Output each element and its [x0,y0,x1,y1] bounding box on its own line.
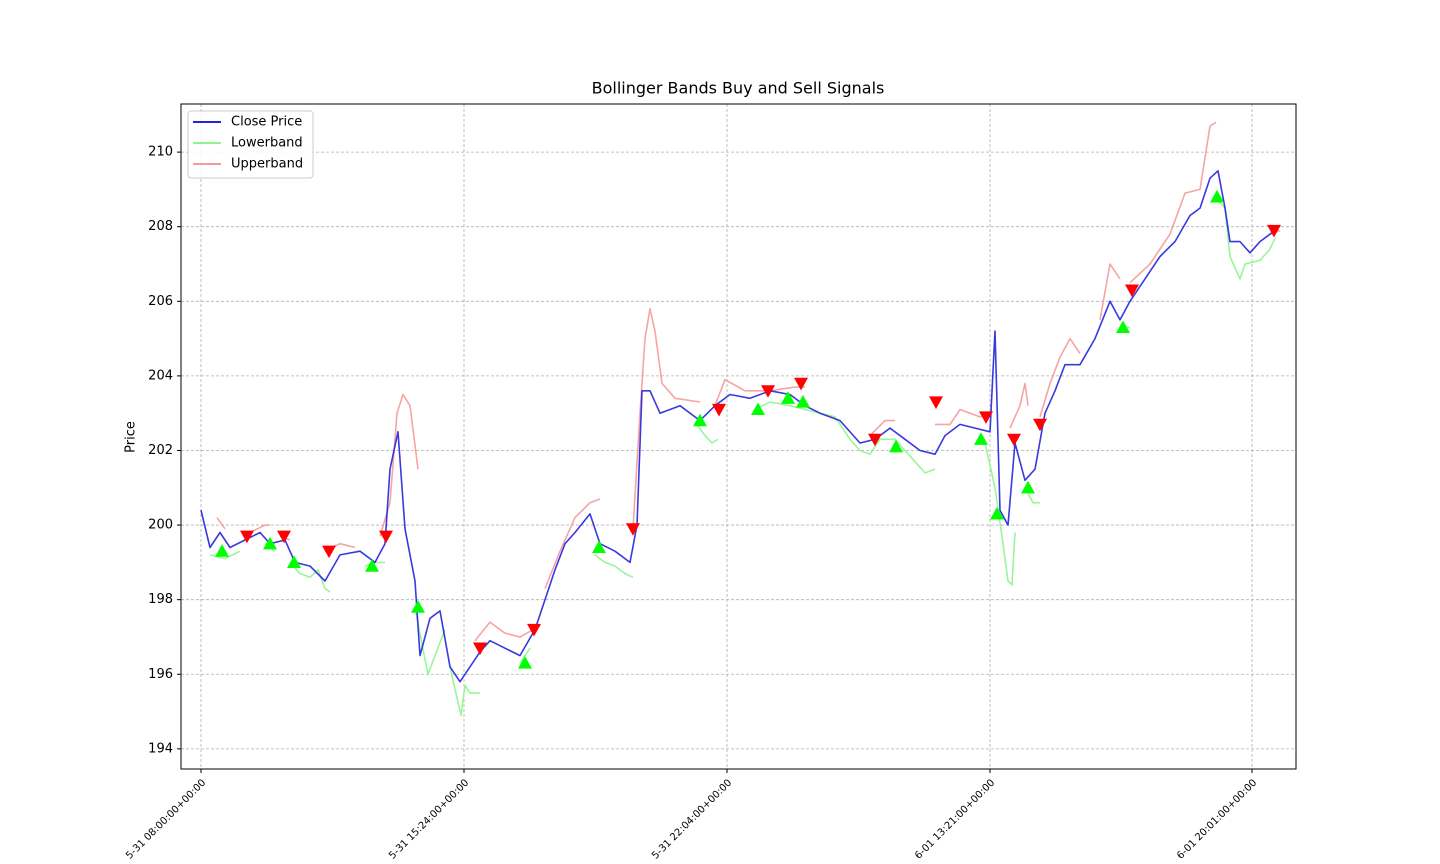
legend-label: Close Price [231,115,302,130]
signal-marker [974,432,988,445]
signal-marker [761,385,775,398]
signal-marker [322,545,336,559]
line-series [200,170,1276,683]
y-tick-label: 204 [148,368,173,383]
y-tick-label: 202 [148,443,173,458]
signal-marker [693,413,707,427]
signal-marker [889,439,903,453]
signal-marker [411,600,425,613]
signal-marker [990,506,1004,520]
signal-marker [1210,189,1224,203]
signal-marker [263,536,277,550]
x-tick-label: 6-01 13:21:00+00:00 [913,777,997,861]
y-tick-label: 210 [148,145,173,160]
signal-marker [626,523,640,536]
signal-marker [794,377,808,391]
signal-marker [277,530,291,544]
signal-marker [868,433,882,447]
legend-box [187,110,314,179]
x-tick-label: 5-31 08:00:00+00:00 [124,777,208,861]
y-tick-label: 194 [148,741,173,756]
signal-marker [527,623,541,637]
signal-marker [365,559,379,572]
signal-marker [287,555,301,568]
y-tick-label: 200 [148,518,173,533]
line-series [209,196,1276,717]
signal-marker [712,403,726,417]
signal-marker [592,540,606,554]
signal-marker [1116,320,1130,334]
signal-marker [518,656,532,669]
x-tick-label: 5-31 22:04:00+00:00 [650,777,734,861]
plot-frame [180,103,1297,770]
y-tick-label: 196 [148,667,173,682]
signal-marker [1125,284,1139,298]
legend-label: Lowerband [231,136,303,151]
signal-marker [751,402,765,416]
signal-marker [1007,433,1021,447]
legend-label: Upperband [231,157,303,172]
y-axis-label: Price [124,421,139,453]
y-tick-label: 198 [148,592,173,607]
signal-marker [796,395,810,408]
signal-marker [379,530,393,544]
line-series [216,121,1281,642]
signal-marker [240,530,254,544]
y-tick-label: 208 [148,219,173,234]
x-tick-label: 5-31 15:24:00+00:00 [387,777,471,861]
signal-marker [929,396,943,410]
x-tick-label: 6-01 20:01:00+00:00 [1175,777,1259,861]
chart-title: Bollinger Bands Buy and Sell Signals [592,79,885,98]
signal-marker [979,411,993,424]
signal-marker [1021,480,1035,494]
signal-marker [1267,224,1281,238]
signal-marker [781,391,795,404]
signal-marker [1033,418,1047,432]
signal-marker [215,544,229,557]
y-tick-label: 206 [148,294,173,309]
signal-marker [473,642,487,656]
